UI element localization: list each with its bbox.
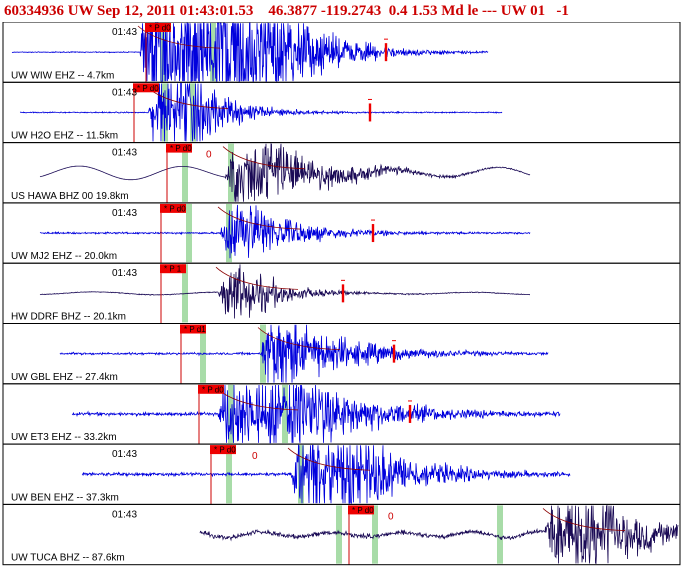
p-pick-flag[interactable]	[160, 203, 186, 213]
station-panel-et3: * P d0 UW ET3 EHZ -- 33.2km	[2, 383, 681, 445]
event-header: 60334936 UW Sep 12, 2011 01:43:01.53 46.…	[4, 3, 569, 19]
p-pick-label: * P d0	[214, 446, 236, 455]
waveform-trace	[59, 324, 549, 383]
station-panel-mj2: * P d0 01:43 UW MJ2 EHZ -- 20.0km	[2, 202, 681, 264]
station-panel-ddrf: * P 1 01:43 HW DDRF BHZ -- 20.1km	[2, 262, 681, 324]
time-label: 01:43	[112, 27, 137, 38]
time-label: 01:43	[112, 148, 137, 159]
station-label: UW GBL EHZ -- 27.4km	[11, 372, 118, 383]
station-panel-wiw: * P d0 01:43 UW WIW EHZ -- 4.7km	[2, 22, 681, 83]
waveform-trace	[11, 22, 489, 82]
time-label: 01:43	[112, 208, 137, 219]
pick-window-band	[182, 143, 188, 202]
origin-time-marker: 0	[252, 451, 258, 462]
waveform-trace	[39, 264, 530, 319]
coda-decay-curve	[222, 146, 306, 170]
coda-decay-curve	[137, 25, 221, 49]
pick-window-band	[210, 23, 216, 82]
station-label: UW TUCA BHZ -- 87.6km	[11, 553, 125, 564]
pick-window-band	[282, 384, 288, 444]
station-label: UW WIW EHZ -- 4.7km	[11, 70, 114, 81]
p-pick-flag[interactable]	[198, 384, 224, 394]
time-label: 01:43	[112, 268, 137, 279]
station-label: UW H2O EHZ -- 11.5km	[11, 131, 118, 142]
waveform-trace	[39, 204, 531, 259]
p-pick-flag[interactable]	[133, 83, 159, 93]
coda-decay-curve	[287, 447, 371, 471]
coda-decay-curve	[217, 206, 301, 230]
station-panel-gbl: * P d1 UW GBL EHZ -- 27.4km	[2, 323, 681, 385]
station-label: HW DDRF BHZ -- 20.1km	[11, 312, 126, 323]
waveform-trace	[199, 505, 679, 565]
waveform-trace	[71, 384, 561, 444]
station-label: UW MJ2 EHZ -- 20.0km	[11, 251, 117, 262]
p-pick-flag[interactable]	[348, 505, 374, 515]
p-pick-label: * P d0	[149, 24, 171, 33]
p-pick-flag[interactable]	[180, 324, 206, 334]
p-pick-label: * P d0	[170, 144, 192, 153]
p-pick-label: * P d0	[202, 385, 224, 394]
panel-frame	[2, 503, 681, 566]
coda-decay-curve	[257, 327, 341, 351]
p-pick-flag[interactable]	[166, 143, 192, 153]
p-pick-label: * P 1	[164, 265, 182, 274]
p-pick-label: * P d1	[184, 325, 206, 334]
p-pick-flag[interactable]	[160, 264, 186, 274]
station-label: US HAWA BHZ 00 19.8km	[11, 191, 129, 202]
station-panel-hawa: * P d0 0 01:43 US HAWA BHZ 00 19.8km	[2, 142, 681, 204]
station-label: UW ET3 EHZ -- 33.2km	[11, 432, 117, 443]
time-label: 01:43	[112, 87, 137, 98]
pick-window-band	[372, 505, 378, 564]
waveform-trace	[39, 143, 531, 202]
coda-decay-curve	[215, 266, 299, 290]
time-label: 01:43	[112, 509, 137, 520]
coda-decay-curve	[542, 508, 626, 531]
time-label: 01:43	[112, 449, 137, 460]
pick-window-band	[228, 143, 234, 202]
origin-time-marker: 0	[206, 150, 212, 161]
origin-time-marker: 0	[388, 511, 394, 522]
p-pick-label: * P d0	[137, 84, 159, 93]
p-pick-label: * P d0	[164, 204, 186, 213]
pick-window-band	[497, 505, 503, 564]
pick-window-band	[336, 505, 342, 564]
waveform-trace	[19, 83, 503, 142]
p-pick-flag[interactable]	[145, 23, 171, 32]
station-label: UW BEN EHZ -- 37.3km	[11, 492, 119, 503]
waveform-trace	[81, 444, 571, 504]
p-pick-flag[interactable]	[210, 445, 236, 455]
station-panel-tuca: * P d0 0 01:43 UW TUCA BHZ -- 87.6km	[2, 503, 681, 566]
p-pick-label: * P d0	[352, 506, 374, 515]
station-panel-ben: * P d0 0 01:43 UW BEN EHZ -- 37.3km	[2, 443, 681, 505]
